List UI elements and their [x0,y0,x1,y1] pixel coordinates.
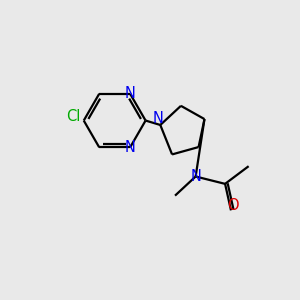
Text: N: N [125,140,136,155]
Text: O: O [226,198,238,213]
Text: N: N [190,169,201,184]
Text: N: N [125,86,136,101]
Text: N: N [152,111,164,126]
Text: Cl: Cl [66,109,81,124]
